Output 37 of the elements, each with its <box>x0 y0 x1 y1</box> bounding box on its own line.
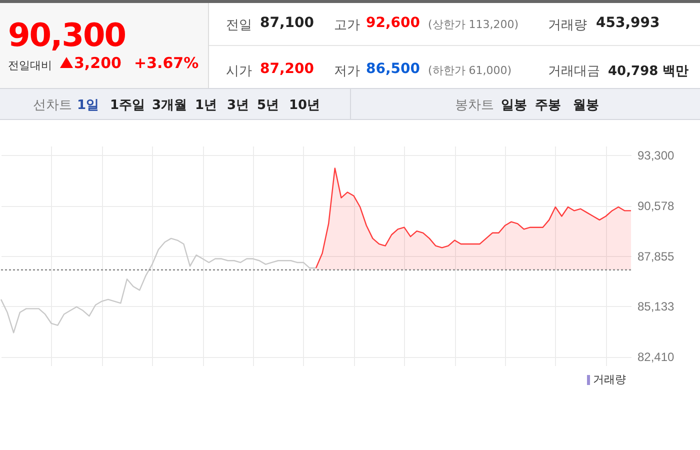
text: 거래대금 <box>548 63 600 80</box>
text: 저가 <box>334 63 360 80</box>
text: 1일 <box>77 97 100 114</box>
text: 일봉 <box>501 97 527 114</box>
y-tick-label: 90,578 <box>638 199 675 214</box>
text: 3년 <box>227 97 250 114</box>
text: 1년 <box>195 97 218 114</box>
text: 거래량 <box>548 17 587 34</box>
text: 5년 <box>257 97 280 114</box>
text: 1주일 <box>110 97 146 114</box>
y-tick-label: 87,855 <box>638 249 675 264</box>
text: 선차트 <box>33 97 72 114</box>
text: 92,600 <box>366 15 420 31</box>
text: 87,100 <box>260 15 314 31</box>
text: 10년 <box>289 97 320 114</box>
text: 40,798 백만 <box>608 63 689 80</box>
text: 봉차트 <box>455 97 494 114</box>
text: 거래량 <box>593 372 626 387</box>
text: 86,500 <box>366 61 420 77</box>
text: (하한가 61,000) <box>428 63 512 78</box>
y-tick-label: 93,300 <box>638 148 675 163</box>
text: 87,200 <box>260 61 314 77</box>
y-tick-label: 82,410 <box>638 350 675 364</box>
text: 월봉 <box>573 97 599 114</box>
text: 3개월 <box>152 97 188 114</box>
text: 고가 <box>334 17 360 34</box>
text: 3,200 <box>74 54 122 72</box>
line-series <box>0 238 317 334</box>
y-tick-label: 85,133 <box>638 300 675 314</box>
text: 전일 <box>226 17 252 34</box>
text: 시가 <box>226 63 252 80</box>
text: +3.67% <box>134 54 199 72</box>
text: 453,993 <box>596 15 660 31</box>
text: 주봉 <box>535 97 561 114</box>
text: 전일대비 <box>8 58 52 73</box>
text: (상한가 113,200) <box>428 17 519 32</box>
text: 90,300 <box>8 16 126 54</box>
